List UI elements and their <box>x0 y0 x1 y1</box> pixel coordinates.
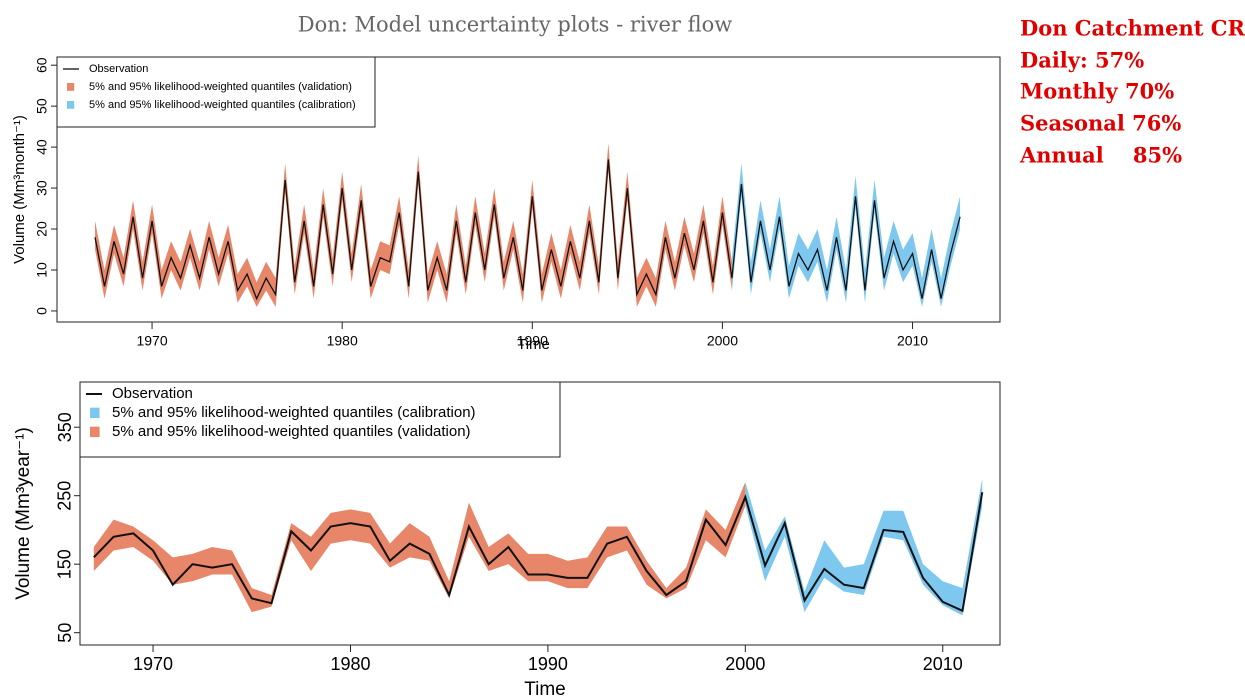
legend-label: 5% and 95% likelihood-weighted quantiles… <box>89 81 352 93</box>
side-note: Seasonal 76% <box>1020 111 1181 136</box>
legend-box <box>79 381 561 458</box>
legend-swatch <box>67 101 75 109</box>
plot-frame <box>56 56 1001 323</box>
y-tick-label: 20 <box>34 221 50 237</box>
legend-label: 5% and 95% likelihood-weighted quantiles… <box>112 404 476 421</box>
legend-box <box>56 56 376 128</box>
legend-swatch <box>90 407 100 419</box>
legend-label: Observation <box>89 63 148 75</box>
x-tick-label: 1970 <box>136 333 167 349</box>
legend-label: 5% and 95% likelihood-weighted quantiles… <box>89 99 356 111</box>
y-tick-label: 50 <box>34 98 50 114</box>
x-tick-label: 1980 <box>327 333 358 349</box>
x-tick-label: 2010 <box>923 654 963 674</box>
x-tick-label: 2010 <box>897 333 928 349</box>
x-tick-label: 1990 <box>528 654 568 674</box>
uncertainty-band <box>745 478 983 616</box>
y-tick-label: 150 <box>55 549 75 579</box>
legend-swatch <box>90 426 100 438</box>
y-tick-label: 0 <box>34 307 50 315</box>
x-tick-label: 2000 <box>725 654 765 674</box>
side-note: Monthly 70% <box>1020 79 1174 104</box>
side-note: Don Catchment CR <box>1020 16 1245 41</box>
legend-label: 5% and 95% likelihood-weighted quantiles… <box>112 423 471 440</box>
y-tick-label: 250 <box>55 481 75 511</box>
x-tick-label: 1980 <box>330 654 370 674</box>
y-axis-title: Volume (Mm³year⁻¹) <box>13 427 34 600</box>
observation-line <box>93 492 984 613</box>
y-tick-label: 40 <box>34 139 50 155</box>
x-tick-label: 2000 <box>707 333 738 349</box>
side-note: Annual 85% <box>1019 143 1182 168</box>
page-title: Don: Model uncertainty plots - river flo… <box>298 13 732 37</box>
x-tick-label: 1970 <box>133 654 173 674</box>
uncertainty-band <box>93 481 746 613</box>
legend-label: Observation <box>112 385 193 402</box>
x-axis-title: Time <box>524 679 566 700</box>
legend-swatch <box>67 83 75 91</box>
y-tick-label: 350 <box>55 412 75 442</box>
y-tick-label: 30 <box>34 180 50 196</box>
observation-line <box>94 159 961 301</box>
x-tick-label: 1990 <box>517 333 548 349</box>
x-axis-title: Time <box>517 336 550 353</box>
side-note: Daily: 57% <box>1020 48 1144 73</box>
y-tick-label: 60 <box>34 57 50 73</box>
y-axis-title: Volume (Mm³month⁻¹) <box>11 115 28 264</box>
y-tick-label: 50 <box>55 623 75 643</box>
y-tick-label: 10 <box>34 262 50 278</box>
